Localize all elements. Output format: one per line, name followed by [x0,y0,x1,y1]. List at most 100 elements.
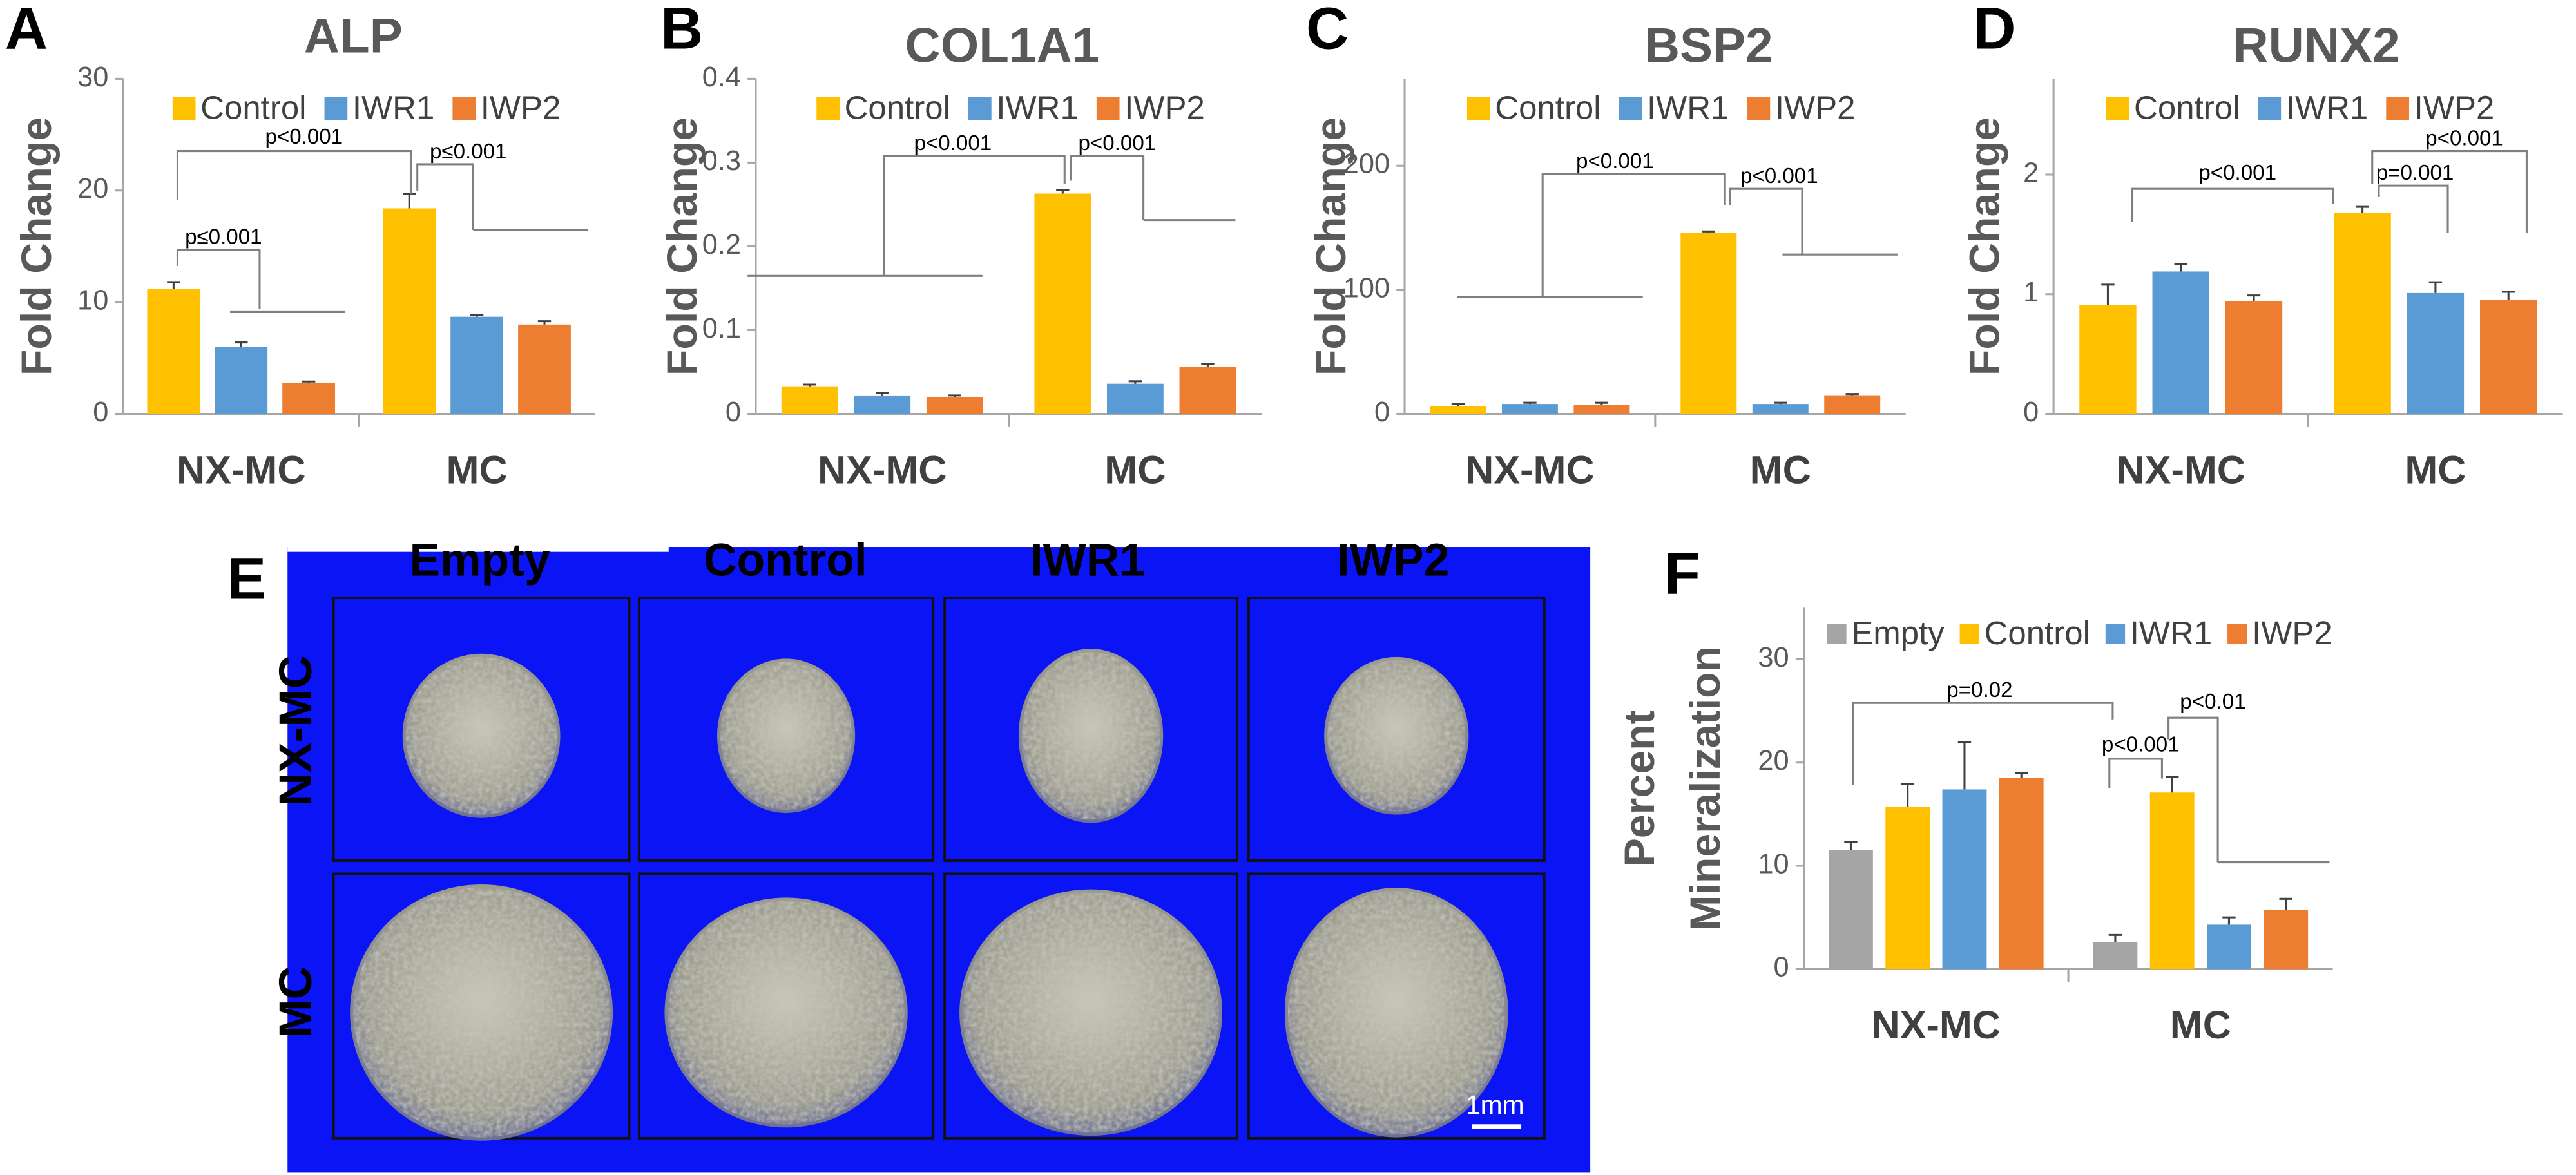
row-label: MC [270,966,322,1038]
legend-label: IWR1 [996,89,1078,126]
legend-swatch [2105,624,2126,644]
bar [1573,405,1630,414]
error-bar [1844,841,1858,850]
bar [518,324,571,414]
error-bar [2501,291,2515,301]
error-bar [1201,362,1215,367]
y-tick-label: 2 [2023,157,2039,188]
legend-swatch [2106,97,2129,120]
bar [1885,807,1930,970]
legend-swatch [1096,97,1120,120]
y-tick-label: 10 [1758,848,1789,879]
scaffold-texture [720,662,852,810]
y-tick-label: 0.3 [702,146,741,177]
error-bar [1595,401,1609,406]
scaffold-texture [353,888,610,1138]
error-bar [403,193,416,209]
x-tick-label: NX-MC [2116,448,2245,492]
y-axis-label: Mineralization [1682,646,1729,931]
significance-bracket [2108,758,2163,788]
error-bar [2356,205,2369,213]
chart-panel: B COL1A1 Fold Change 0 0.1 0.2 0.3 0.4 NX-MC MC Co… [658,0,1262,492]
error-bar [1128,380,1142,384]
chart-title: ALP [304,8,403,63]
y-tick-label: 1 [2023,277,2039,308]
column-label: IWP2 [1337,534,1450,586]
bar [1999,778,2044,970]
scaffold-texture [668,901,905,1125]
bar [2334,213,2391,414]
legend-swatch [968,97,992,120]
error-bar [1056,189,1070,194]
significance-bracket [176,150,412,201]
column-label: Empty [410,534,550,586]
legend-label: Control [200,89,306,126]
chart-panel: A ALP Fold Change 0 10 20 30 NX-MC MC Control IWR1… [5,0,595,492]
legend-label: IWR1 [2286,89,2368,126]
x-tick-label: MC [1104,448,1166,492]
significance-bracket [1070,155,1145,220]
scale-bar-label: 1mm [1466,1090,1524,1120]
y-axis-label: Fold Change [1307,117,1355,376]
bar [2207,924,2251,970]
annotation: p<0.001 [2198,161,2276,185]
chart-title: COL1A1 [905,19,1100,73]
y-tick-label: 0 [1374,397,1390,428]
scaffold-texture [963,892,1219,1132]
y-tick-label: 0 [2023,397,2039,428]
error-bar [2108,933,2122,942]
error-bar [302,380,316,383]
error-bar [2015,772,2028,778]
chart-title: BSP2 [1644,19,1773,73]
error-bar [2222,916,2236,925]
error-bar [1901,783,1914,807]
annotation: p<0.001 [265,125,343,149]
chart-panel: C BSP2 Fold Change 0 100 200 NX-MC MC Control IWR… [1306,0,1906,492]
y-tick-label: 30 [77,62,108,93]
bar [1829,850,1873,970]
significance-bracket [416,163,474,230]
error-bar [2428,281,2443,293]
bar [450,316,504,414]
scan-cell [943,872,1238,1140]
bar [781,386,838,414]
y-axis-label: Fold Change [658,117,706,376]
annotation: p<0.001 [914,131,992,155]
y-tick-label: 20 [1758,745,1789,776]
bar [1034,193,1091,414]
panel-letter: A [5,0,48,61]
y-tick-label: 0 [1774,952,1789,983]
annotation: p<0.001 [1576,149,1654,173]
legend-label: Control [1985,615,2090,651]
bar [2149,792,2195,970]
y-tick-label: 0.2 [702,229,741,260]
y-tick-label: 0.4 [702,62,741,93]
legend-swatch [1959,624,1979,644]
bar [1430,406,1486,414]
significance-bracket [1729,187,1803,255]
column-label: Control [704,534,867,586]
bar [147,289,200,414]
error-bar [2101,283,2115,305]
bar [383,208,436,414]
bar [1680,233,1737,414]
error-bar [2174,263,2187,272]
legend-label: IWR1 [2130,615,2212,651]
significance-bracket [2131,187,2334,222]
x-tick-label: NX-MC [1465,448,1595,492]
significance-bracket [1852,702,2114,785]
legend-swatch [1619,97,1642,120]
scan-cell [943,597,1238,862]
legend-swatch [816,97,840,120]
annotation: p<0.001 [2102,732,2180,756]
x-tick-label: MC [1750,448,1811,492]
legend-label: IWR1 [352,89,434,126]
error-bar [1957,741,1972,790]
chart-panel: D RUNX2 Fold Change 0 1 2 NX-MC MC Control IWR1 IW… [1961,0,2563,492]
scan-cell [1247,872,1546,1140]
panel-letter: C [1306,0,1349,61]
scaffold-texture [1327,660,1466,812]
bar [1501,404,1558,414]
